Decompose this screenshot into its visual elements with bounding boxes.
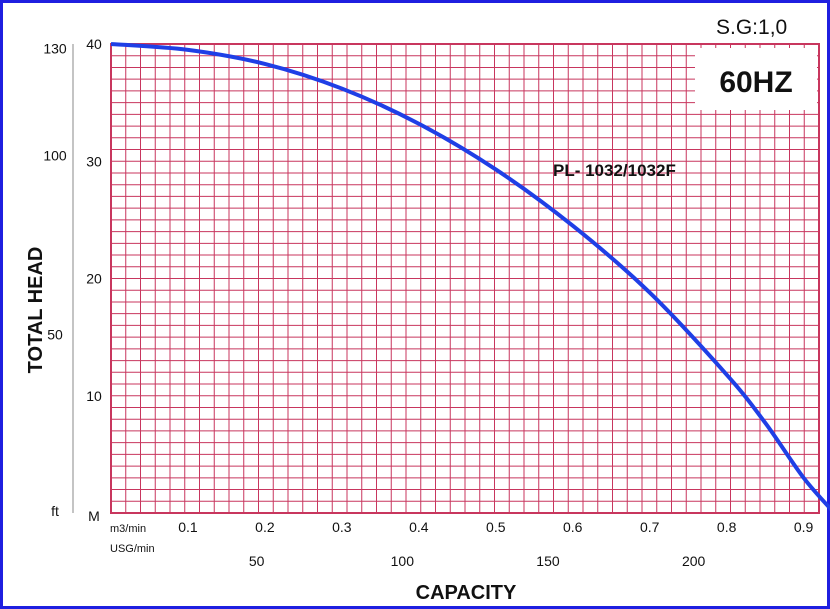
x-tick-m3min-0.2: 0.2 bbox=[255, 519, 275, 535]
tick-labels: 10 20 30 40 50 100 130 0.1 0.2 0.3 0.4 0.5 0.6 0.7 0.8… bbox=[43, 36, 813, 569]
y-tick-ft-130: 130 bbox=[43, 40, 67, 56]
grid-lines bbox=[72, 43, 820, 514]
x-tick-m3min-0.7: 0.7 bbox=[640, 519, 660, 535]
y-tick-m-40: 40 bbox=[86, 36, 102, 52]
y-tick-ft-50: 50 bbox=[47, 326, 63, 342]
y-tick-m-10: 10 bbox=[86, 388, 102, 404]
x-tick-usgmin-50: 50 bbox=[249, 553, 265, 569]
frequency-box bbox=[695, 48, 817, 110]
x-tick-m3min-0.8: 0.8 bbox=[717, 519, 737, 535]
x-tick-m3min-0.6: 0.6 bbox=[563, 519, 583, 535]
series-curve bbox=[110, 42, 830, 512]
y-tick-ft-100: 100 bbox=[43, 148, 67, 164]
x-tick-usgmin-100: 100 bbox=[391, 553, 415, 569]
y-tick-m-30: 30 bbox=[86, 153, 102, 169]
x-tick-m3min-0.4: 0.4 bbox=[409, 519, 429, 535]
x-tick-usgmin-200: 200 bbox=[682, 553, 706, 569]
x-unit-m3min: m3/min bbox=[110, 523, 146, 535]
y-unit-m: M bbox=[88, 508, 100, 524]
x-tick-m3min-0.5: 0.5 bbox=[486, 519, 506, 535]
y-tick-m-20: 20 bbox=[86, 271, 102, 287]
specific-gravity-label: S.G:1,0 bbox=[716, 16, 787, 39]
x-tick-m3min-0.1: 0.1 bbox=[178, 519, 198, 535]
y-axis-title: TOTAL HEAD bbox=[25, 247, 47, 374]
y-unit-ft: ft bbox=[51, 503, 59, 519]
frequency-label: 60HZ bbox=[719, 66, 792, 99]
x-axis-title: CAPACITY bbox=[416, 582, 517, 604]
series-label: PL- 1032/1032F bbox=[553, 161, 676, 180]
x-tick-usgmin-150: 150 bbox=[536, 553, 560, 569]
x-tick-m3min-0.9: 0.9 bbox=[794, 519, 814, 535]
x-unit-usgmin: USG/min bbox=[110, 543, 155, 555]
x-tick-m3min-0.3: 0.3 bbox=[332, 519, 352, 535]
